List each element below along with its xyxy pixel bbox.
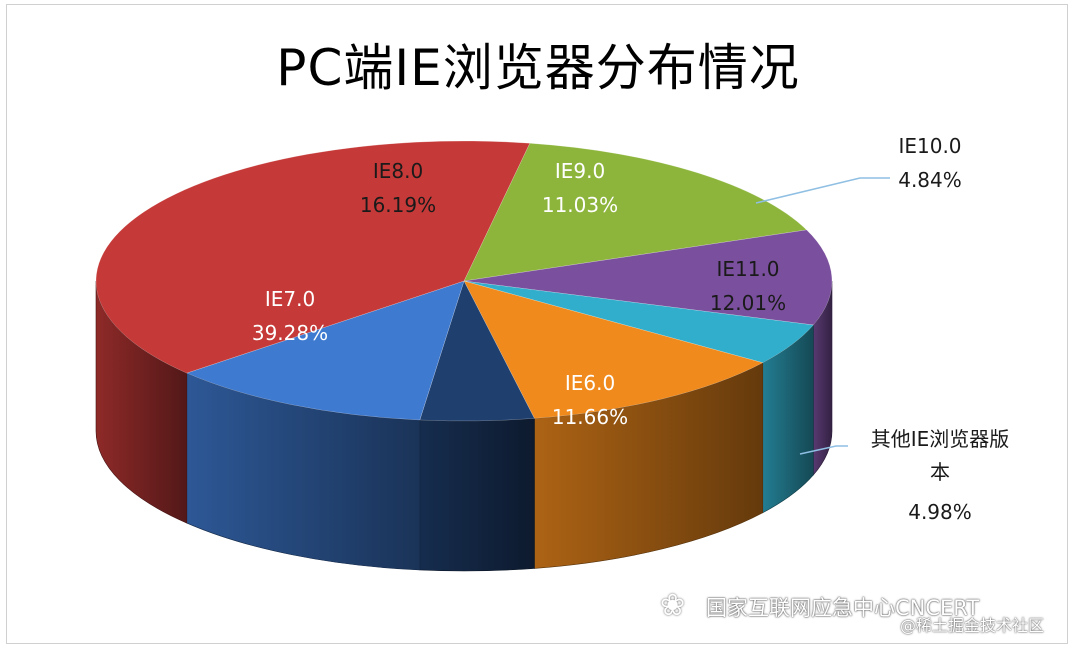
wechat-icon: ❀ <box>660 589 686 622</box>
outside-label-ie10-value: 4.84% <box>898 168 962 192</box>
slice-label-0: IE8.0 <box>373 159 423 183</box>
pie-side-4 <box>419 418 535 572</box>
pie-slice-4 <box>419 280 535 422</box>
slice-value-6: 39.28% <box>252 321 328 345</box>
slice-value-5: 11.66% <box>552 405 628 429</box>
watermark-cncert: 国家互联网应急中心CNCERT <box>706 596 980 620</box>
pie-slice-5 <box>186 280 465 421</box>
chart-title: PC端IE浏览器分布情况 <box>276 39 800 97</box>
outside-label-other-name-cont: 本 <box>930 460 950 484</box>
slice-label-1: IE9.0 <box>555 159 605 183</box>
pie-slice-1 <box>463 229 833 326</box>
outside-label-other-value: 4.98% <box>908 500 972 524</box>
leader-line-other <box>799 445 848 455</box>
chart-frame <box>6 4 1068 644</box>
slice-value-0: 16.19% <box>360 193 436 217</box>
outside-label-other-name: 其他IE浏览器版 <box>871 427 1010 451</box>
slice-label-6: IE7.0 <box>265 287 315 311</box>
pie-slice-6 <box>95 140 531 374</box>
slice-label-3: IE11.0 <box>716 257 779 281</box>
slice-value-3: 12.01% <box>710 291 786 315</box>
watermark-juejin: @稀土掘金技术社区 <box>900 616 1045 635</box>
pie-slice-2 <box>463 280 814 364</box>
outside-label-ie10-name: IE10.0 <box>898 134 961 158</box>
pie-slice-3 <box>463 280 764 419</box>
pie-slice-0 <box>463 142 808 282</box>
slice-value-1: 11.03% <box>542 193 618 217</box>
slice-label-5: IE6.0 <box>565 371 615 395</box>
leader-line-ie10 <box>755 177 890 204</box>
